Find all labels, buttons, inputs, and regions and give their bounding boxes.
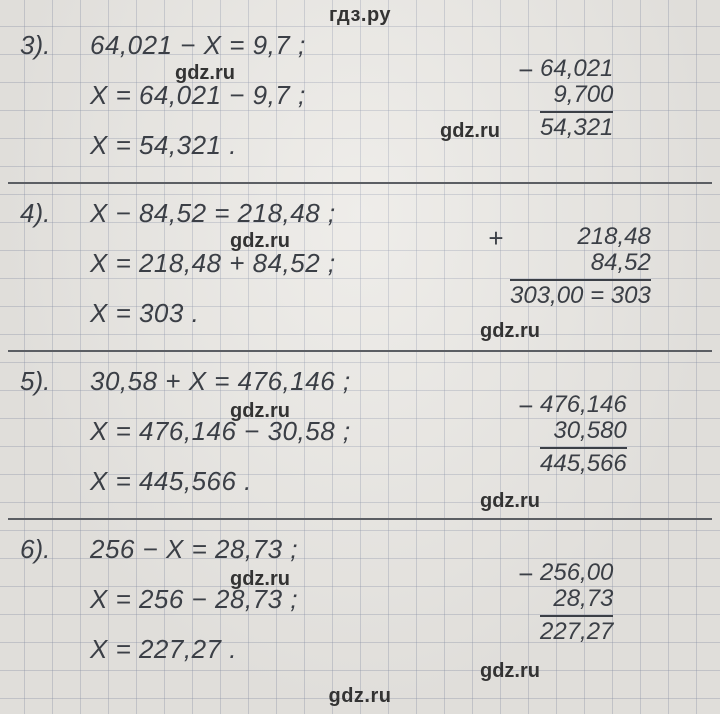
watermark-bottom: gdz.ru	[0, 685, 720, 708]
calc-mid: 30,580	[540, 418, 627, 444]
column-calculation: −64,0219,70054,321	[540, 56, 613, 141]
calc-top: 64,021	[540, 56, 613, 82]
watermark-inline: gdz.ru	[480, 320, 540, 343]
equation-line: X = 445,566 .	[90, 466, 252, 497]
equation-line: X = 256 − 28,73 ;	[90, 584, 298, 615]
section-divider	[8, 518, 712, 520]
section-divider	[8, 350, 712, 352]
watermark-inline: gdz.ru	[480, 660, 540, 683]
equation-line: 64,021 − X = 9,7 ;	[90, 30, 306, 61]
calc-sign: −	[518, 56, 533, 85]
watermark-inline: gdz.ru	[440, 120, 500, 143]
problem-number: 6).	[20, 534, 50, 565]
equation-line: X − 84,52 = 218,48 ;	[90, 198, 336, 229]
calc-top: 218,48	[510, 224, 651, 250]
equation-line: X = 227,27 .	[90, 634, 237, 665]
equation-line: 256 − X = 28,73 ;	[90, 534, 298, 565]
calc-sign: −	[518, 392, 533, 421]
equation-line: X = 476,146 − 30,58 ;	[90, 416, 351, 447]
calc-top: 256,00	[540, 560, 613, 586]
calc-top: 476,146	[540, 392, 627, 418]
calc-result: 227,27	[540, 615, 613, 645]
equation-line: X = 64,021 − 9,7 ;	[90, 80, 306, 111]
calc-sign: −	[518, 560, 533, 589]
equation-line: X = 54,321 .	[90, 130, 237, 161]
watermark-inline: gdz.ru	[480, 490, 540, 513]
equation-line: X = 303 .	[90, 298, 199, 329]
column-calculation: −256,0028,73227,27	[540, 560, 613, 645]
calc-mid: 28,73	[540, 586, 613, 612]
column-calculation: −476,14630,580445,566	[540, 392, 627, 477]
calc-result: 445,566	[540, 447, 627, 477]
problem-number: 5).	[20, 366, 50, 397]
equation-line: 30,58 + X = 476,146 ;	[90, 366, 351, 397]
equation-line: X = 218,48 + 84,52 ;	[90, 248, 336, 279]
column-calculation: +218,4884,52303,00 = 303	[510, 224, 651, 309]
calc-sign: +	[488, 224, 503, 253]
calc-mid: 84,52	[510, 250, 651, 276]
problem-number: 3).	[20, 30, 50, 61]
calc-result: 303,00 = 303	[510, 279, 651, 309]
section-divider	[8, 182, 712, 184]
watermark-top: гдз.ру	[0, 4, 720, 27]
problem-number: 4).	[20, 198, 50, 229]
calc-result: 54,321	[540, 111, 613, 141]
calc-mid: 9,700	[540, 82, 613, 108]
